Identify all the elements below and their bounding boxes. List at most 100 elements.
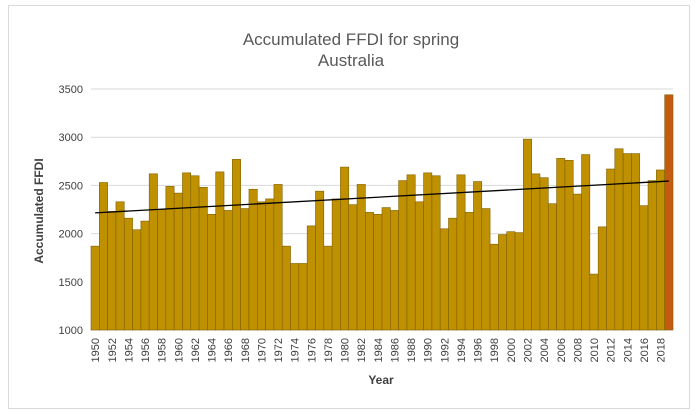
x-tick-2004: 2004 [539,338,551,362]
x-tick-1970: 1970 [256,338,268,362]
y-tick-3000: 3000 [59,132,83,144]
bar-2016 [639,205,649,331]
y-tick-1000: 1000 [59,325,83,337]
x-tick-2010: 2010 [589,338,601,362]
bar-2015 [631,153,641,331]
x-tick-2002: 2002 [523,338,535,362]
bar-2003 [531,173,541,331]
bar-1968 [240,208,250,331]
bars [90,94,674,331]
bar-1963 [198,187,208,331]
y-tick-labels: 1000 1500 2000 2500 3000 3500 [59,84,83,337]
bar-1959 [165,186,175,331]
x-tick-1952: 1952 [107,338,119,362]
x-tick-1956: 1956 [140,338,152,362]
x-tick-1990: 1990 [423,338,435,362]
bar-1976 [306,225,316,331]
bar-2006 [556,158,566,331]
x-tick-1976: 1976 [306,338,318,362]
bar-1960 [173,192,183,331]
bar-2014 [622,153,632,331]
bar-1951 [99,182,108,331]
x-tick-1974: 1974 [290,338,302,362]
bar-1987 [398,180,408,331]
bar-1969 [248,188,258,331]
bar-1975 [298,263,308,331]
bar-1990 [423,172,433,331]
bar-1958 [157,209,167,331]
bar-2010 [589,273,599,331]
x-tick-1998: 1998 [489,338,501,362]
trend-line [95,180,669,214]
x-tick-1950: 1950 [90,338,102,362]
bar-2001 [514,232,524,331]
bar-1986 [390,210,399,331]
bar-2002 [523,138,532,331]
x-tick-1964: 1964 [207,338,219,362]
bar-2000 [506,231,516,331]
x-tick-1994: 1994 [456,338,468,362]
bar-1985 [381,207,391,331]
bar-1980 [340,166,350,331]
x-tick-1978: 1978 [323,338,335,362]
bar-1967 [232,159,241,331]
bar-1996 [473,181,483,331]
bar-1952 [107,211,117,331]
x-tick-1982: 1982 [356,338,368,362]
x-tick-1962: 1962 [190,338,202,362]
y-tick-2500: 2500 [59,180,83,192]
bar-2011 [597,226,607,331]
bar-1953 [115,201,125,331]
bar-1973 [281,245,291,331]
bar-1977 [315,190,325,331]
bar-2005 [547,203,557,331]
bar-1956 [140,220,150,331]
bar-1966 [223,210,233,331]
bar-1957 [148,173,158,331]
bar-1955 [132,229,142,331]
bar-2018 [656,169,665,331]
y-tick-3500: 3500 [59,84,83,96]
bar-1984 [373,214,383,331]
x-tick-1984: 1984 [373,338,385,362]
x-tick-1992: 1992 [439,338,451,362]
bar-1989 [414,201,424,331]
x-tick-1968: 1968 [240,338,252,362]
bar-1994 [456,174,466,331]
bar-1983 [365,212,374,331]
bar-2013 [614,148,624,331]
chart-svg: Accumulated FFDI for spring Australia 10… [32,30,674,387]
bar-1981 [348,204,358,331]
bar-1999 [498,234,508,331]
bar-1982 [356,184,366,331]
bar-2012 [606,168,616,331]
bar-1993 [448,217,458,331]
x-tick-labels: 1950 1952 1954 1956 1958 1960 1962 1964 1966 1968… [90,338,667,362]
x-tick-1966: 1966 [223,338,235,362]
bar-1970 [256,201,266,331]
bar-1962 [190,175,200,331]
bar-1988 [406,174,416,331]
x-tick-1988: 1988 [406,338,418,362]
x-tick-1986: 1986 [389,338,401,362]
x-tick-1996: 1996 [473,338,485,362]
bar-2008 [572,193,582,331]
bar-1978 [323,245,333,331]
x-tick-2014: 2014 [622,338,634,362]
bar-2009 [581,154,591,331]
x-tick-2008: 2008 [572,338,584,362]
bar-1979 [331,198,341,331]
y-tick-2000: 2000 [59,229,83,241]
bar-1964 [207,214,217,331]
bar-1998 [489,243,499,331]
bar-2004 [539,177,549,331]
bar-1971 [265,198,275,331]
x-tick-2006: 2006 [556,338,568,362]
bar-1961 [182,172,192,331]
bar-2017 [647,180,657,331]
bar-1997 [481,208,491,331]
x-tick-1972: 1972 [273,338,285,362]
x-axis-title: Year [368,373,394,387]
bar-1972 [273,184,283,331]
y-tick-1500: 1500 [59,277,83,289]
